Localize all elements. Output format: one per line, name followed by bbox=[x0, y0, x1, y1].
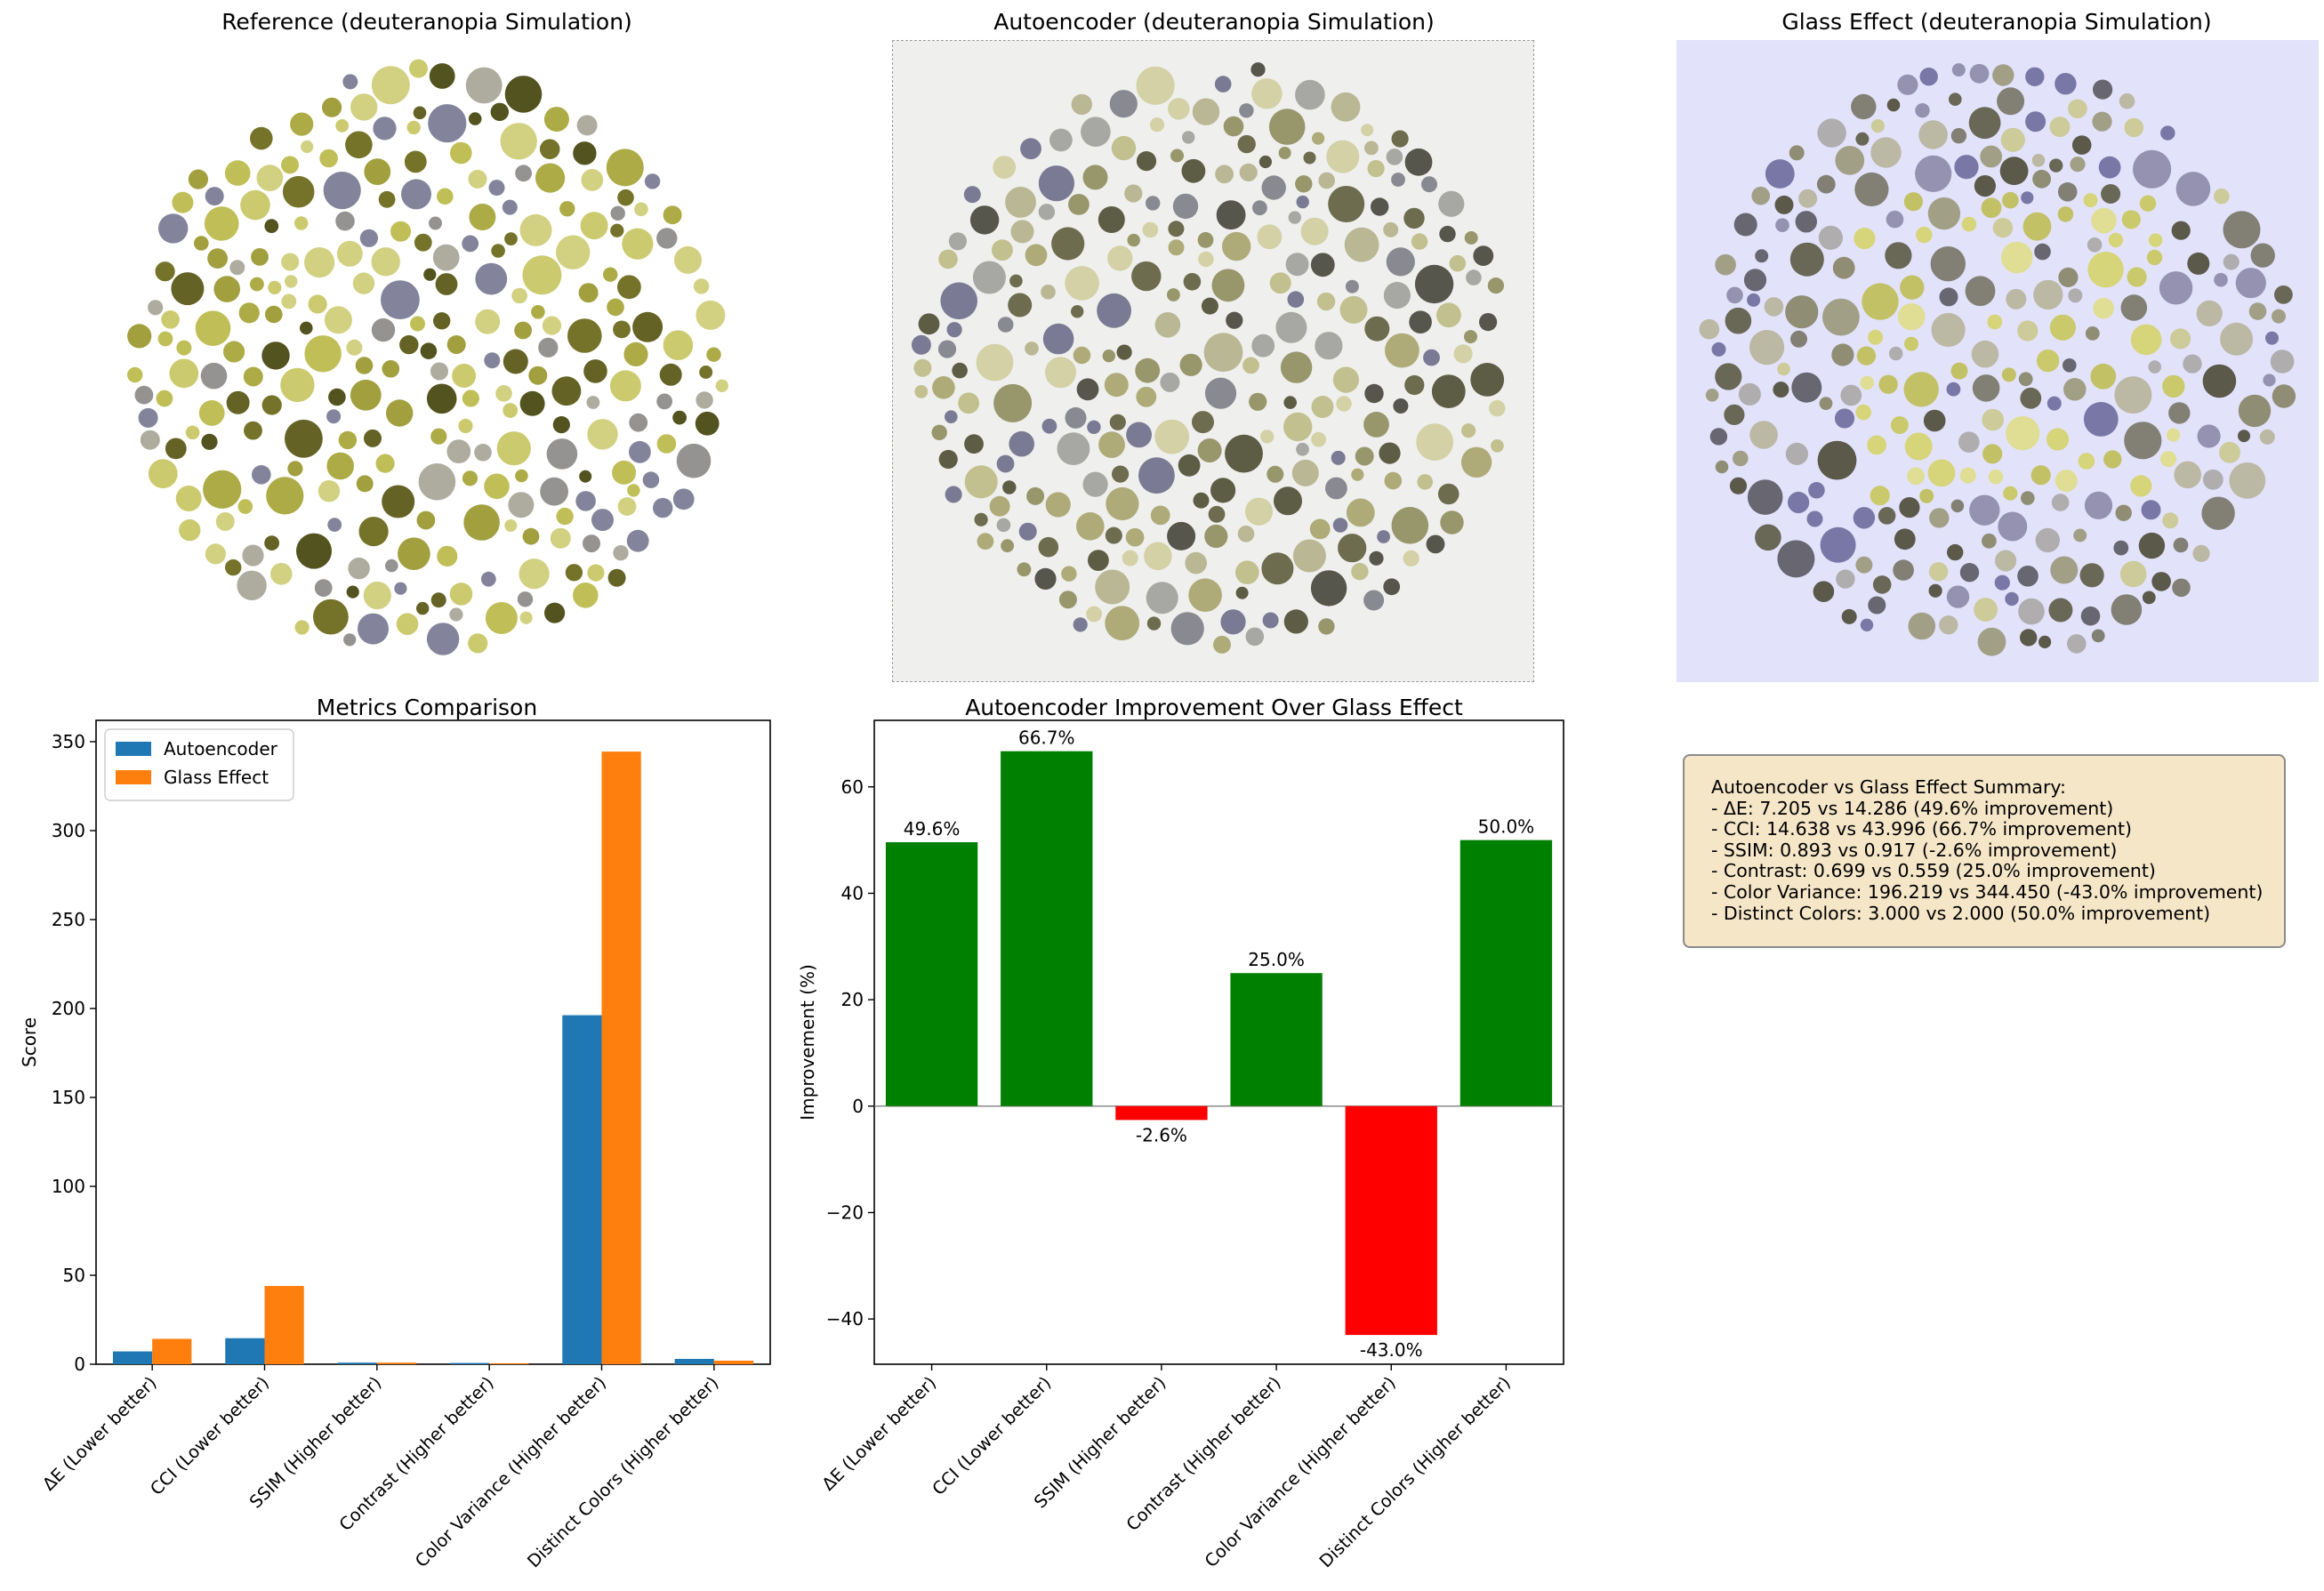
glass-plate-dots bbox=[1677, 40, 2319, 682]
autoencoder-bar bbox=[112, 1351, 153, 1364]
autoencoder-bar bbox=[337, 1362, 377, 1364]
legend-label: Glass Effect bbox=[164, 767, 269, 788]
metrics-axes-frame bbox=[95, 719, 771, 1365]
autoencoder-plate-image bbox=[892, 40, 1534, 682]
metrics-legend: Autoencoder Glass Effect bbox=[104, 728, 294, 801]
improvement-x-tick-label: Color Variance (Higher better) bbox=[1201, 1372, 1400, 1571]
summary-box: Autoencoder vs Glass Effect Summary: - Δ… bbox=[1683, 754, 2286, 948]
metrics-y-tick-label: 50 bbox=[63, 1265, 85, 1286]
metrics-x-tick-label: Color Variance (Higher better) bbox=[411, 1372, 610, 1571]
summary-line-ssim: - SSIM: 0.893 vs 0.917 (-2.6% improvemen… bbox=[1711, 839, 2118, 861]
reference-image-title: Reference (deuteranopia Simulation) bbox=[221, 9, 632, 35]
improvement-bar-label: 25.0% bbox=[1248, 949, 1305, 970]
metrics-y-tick-label: 350 bbox=[52, 731, 85, 752]
improvement-bar bbox=[1460, 840, 1553, 1106]
plate-dot-group bbox=[1699, 63, 2296, 656]
summary-line-color-variance: - Color Variance: 196.219 vs 344.450 (-4… bbox=[1711, 880, 2264, 903]
plate-background bbox=[107, 40, 749, 682]
glass-effect-bar bbox=[376, 1362, 417, 1364]
metrics-comparison-chart: 0 50 100 150 200 250 300 350 Score ΔE (Lower bett… bbox=[19, 719, 771, 1571]
improvement-chart: −40 −20 0 20 40 60 Improvement (%) 49.6% 66.7% -2… bbox=[797, 719, 1564, 1571]
glass-effect-bar bbox=[489, 1362, 529, 1364]
glass-effect-bar bbox=[713, 1361, 754, 1364]
glass-effect-bar bbox=[152, 1338, 192, 1364]
improvement-bar-label: -43.0% bbox=[1360, 1339, 1423, 1361]
summary-line-cci: - CCI: 14.638 vs 43.996 (66.7% improveme… bbox=[1711, 818, 2133, 840]
improvement-bar bbox=[1345, 1105, 1437, 1336]
glass-effect-bar bbox=[601, 751, 641, 1364]
improvement-bar-label: -2.6% bbox=[1136, 1124, 1187, 1145]
metrics-y-tick-label: 150 bbox=[52, 1087, 85, 1108]
improvement-axes-frame bbox=[873, 719, 1564, 1365]
reference-plate-dots bbox=[107, 40, 749, 682]
metrics-y-tick-label: 250 bbox=[52, 909, 85, 930]
metrics-y-tick-label: 0 bbox=[74, 1354, 85, 1375]
autoencoder-bar bbox=[562, 1015, 602, 1364]
glass-image-title: Glass Effect (deuteranopia Simulation) bbox=[1781, 9, 2212, 35]
metrics-y-axis-label: Score bbox=[19, 1017, 40, 1067]
improvement-y-tick-label: 0 bbox=[852, 1096, 864, 1117]
metrics-y-tick-label: 200 bbox=[52, 998, 85, 1019]
autoencoder-plate-dots bbox=[893, 41, 1533, 681]
reference-plate-image bbox=[107, 40, 749, 682]
plate-background bbox=[1677, 40, 2319, 682]
metrics-chart-title: Metrics Comparison bbox=[316, 695, 538, 720]
summary-heading: Autoencoder vs Glass Effect Summary: bbox=[1711, 776, 2066, 798]
improvement-x-tick-label: ΔE (Lower better) bbox=[818, 1372, 940, 1494]
legend-box bbox=[104, 728, 294, 801]
improvement-y-tick-label: −40 bbox=[826, 1308, 864, 1330]
autoencoder-bar bbox=[225, 1338, 265, 1364]
metrics-x-tick-label: CCI (Lower better) bbox=[146, 1372, 273, 1499]
improvement-bar bbox=[885, 842, 978, 1106]
metrics-x-tick-label: Distinct Colors (Higher better) bbox=[523, 1372, 722, 1571]
legend-label: Autoencoder bbox=[164, 738, 278, 759]
glass-effect-bar bbox=[264, 1286, 304, 1364]
improvement-bar bbox=[1115, 1105, 1208, 1121]
summary-line-delta-e: - ΔE: 7.205 vs 14.286 (49.6% improvement… bbox=[1711, 797, 2114, 819]
improvement-bar-label: 49.6% bbox=[904, 818, 961, 840]
summary-line-contrast: - Contrast: 0.699 vs 0.559 (25.0% improv… bbox=[1711, 860, 2156, 882]
legend-swatch bbox=[116, 770, 151, 784]
improvement-x-tick-label: Distinct Colors (Higher better) bbox=[1315, 1372, 1515, 1571]
improvement-x-tick-label: CCI (Lower better) bbox=[929, 1372, 1056, 1499]
plate-dot-group bbox=[127, 59, 728, 655]
autoencoder-bar bbox=[674, 1359, 714, 1364]
legend-swatch bbox=[116, 742, 151, 756]
improvement-bar bbox=[1001, 751, 1093, 1106]
glass-plate-image bbox=[1677, 40, 2319, 682]
plate-dot-group bbox=[911, 62, 1506, 654]
improvement-chart-title: Autoencoder Improvement Over Glass Effec… bbox=[965, 695, 1463, 720]
summary-line-distinct-colors: - Distinct Colors: 3.000 vs 2.000 (50.0%… bbox=[1711, 902, 2211, 924]
metrics-y-tick-label: 300 bbox=[52, 820, 85, 841]
autoencoder-bar bbox=[449, 1362, 490, 1364]
improvement-bar-label: 50.0% bbox=[1478, 816, 1535, 838]
improvement-y-tick-label: 20 bbox=[841, 989, 864, 1010]
improvement-y-tick-label: −20 bbox=[826, 1201, 864, 1223]
improvement-y-tick-label: 60 bbox=[841, 776, 864, 798]
improvement-y-axis-label: Improvement (%) bbox=[797, 964, 818, 1121]
metrics-y-tick-label: 100 bbox=[52, 1176, 85, 1197]
improvement-bar-label: 66.7% bbox=[1018, 727, 1075, 749]
autoencoder-image-title: Autoencoder (deuteranopia Simulation) bbox=[993, 9, 1435, 35]
improvement-y-tick-label: 40 bbox=[841, 882, 864, 904]
improvement-bar bbox=[1230, 973, 1323, 1106]
improvement-x-tick-label: SSIM (Higher better) bbox=[1030, 1372, 1170, 1512]
metrics-x-tick-label: ΔE (Lower better) bbox=[38, 1372, 160, 1494]
